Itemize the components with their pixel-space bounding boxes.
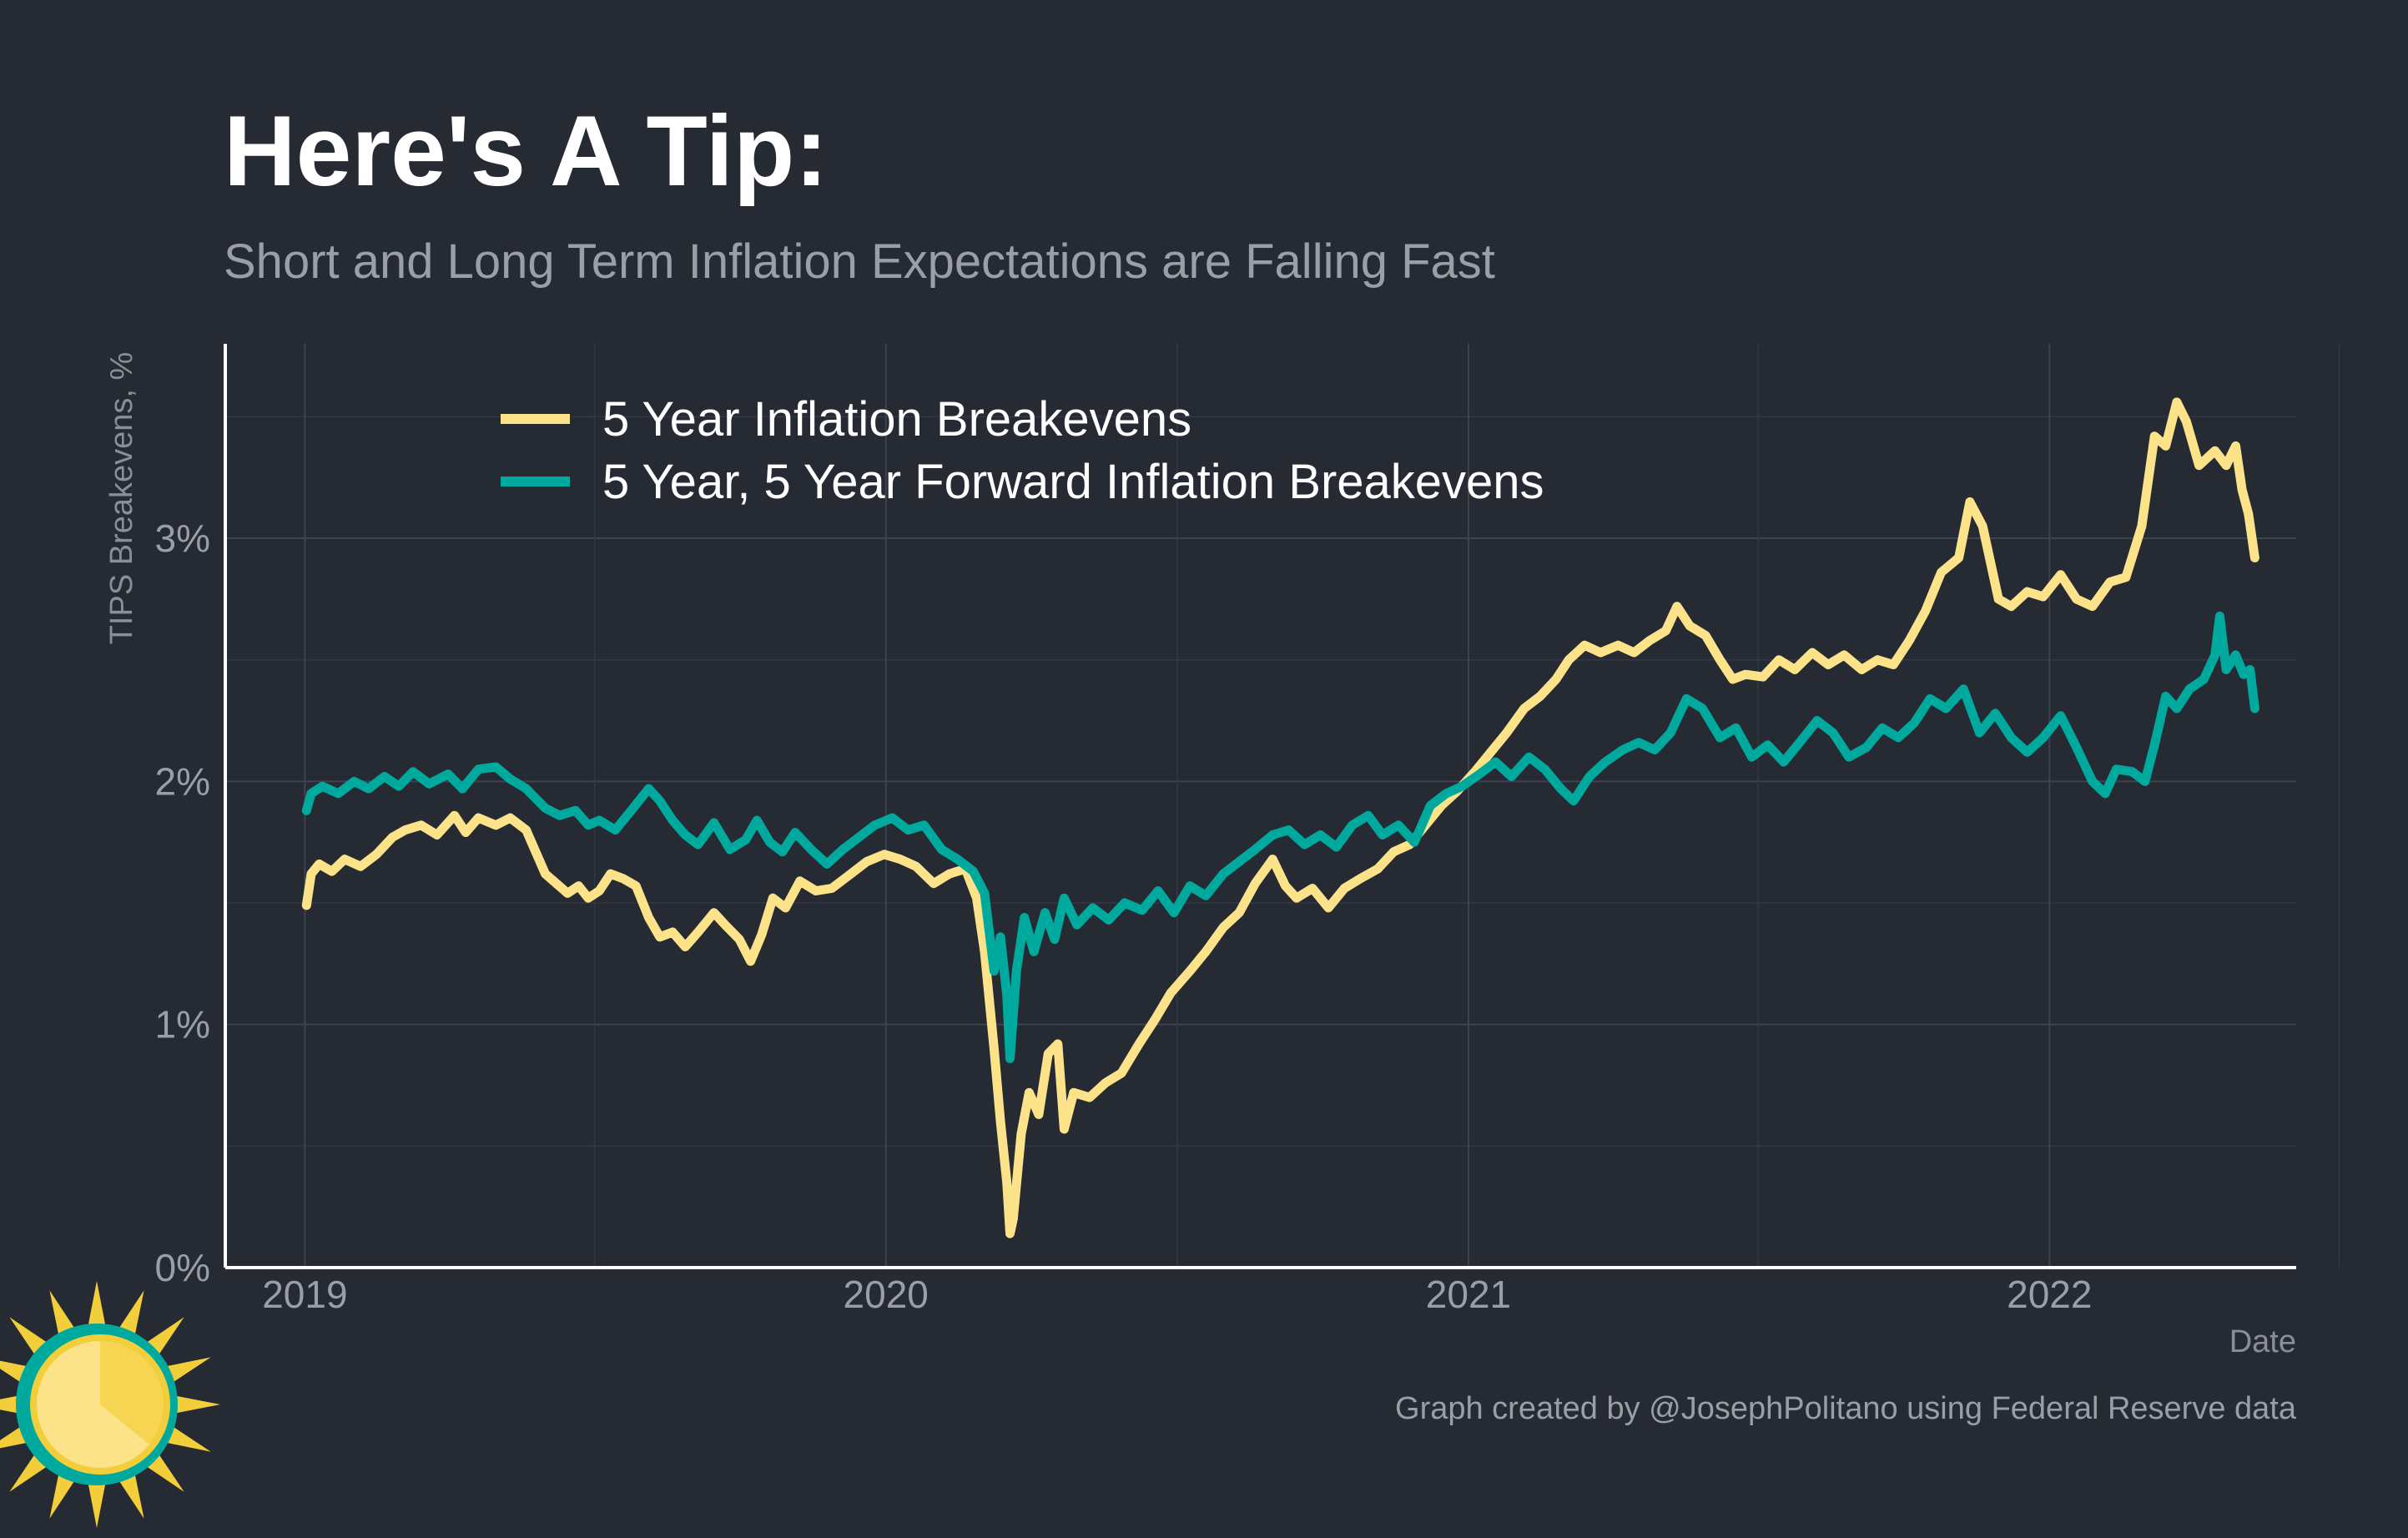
sun-ray [0, 1395, 21, 1414]
sun-ray [117, 1471, 144, 1519]
chart-caption: Graph created by @JosephPolitano using F… [1395, 1391, 2297, 1426]
x-axis-title: Date [2229, 1324, 2296, 1359]
sun-ray [117, 1290, 144, 1338]
sun-logo-icon [0, 1281, 220, 1528]
sun-ray [144, 1317, 184, 1358]
y-tick-label: 0% [155, 1246, 210, 1289]
y-tick-label: 3% [155, 517, 210, 560]
y-tick-label: 2% [155, 759, 210, 803]
x-tick-label: 2020 [844, 1273, 929, 1316]
sun-ray [9, 1451, 50, 1492]
y-axis-title: TIPS Breakevens, % [104, 352, 139, 645]
sun-ray [173, 1395, 220, 1414]
x-tick-label: 2021 [1426, 1273, 1511, 1316]
sun-ray [144, 1451, 184, 1492]
legend-label-5y5y: 5 Year, 5 Year Forward Inflation Breakev… [602, 455, 1544, 509]
legend: 5 Year Inflation Breakevens 5 Year, 5 Ye… [501, 392, 1544, 509]
sun-ray [164, 1425, 211, 1452]
chart-subtitle: Short and Long Term Inflation Expectatio… [224, 234, 1495, 289]
x-tick-labels: 2019 2020 2021 2022 [262, 1273, 2092, 1316]
chart-title: Here's A Tip: [224, 95, 828, 207]
x-tick-label: 2022 [2007, 1273, 2092, 1316]
y-tick-label: 1% [155, 1003, 210, 1046]
series-line-5y5y [301, 611, 2259, 1063]
y-tick-labels: 0% 1% 2% 3% [155, 517, 210, 1289]
sun-ray [88, 1480, 106, 1528]
sun-ray [49, 1290, 77, 1338]
sun-ray [164, 1357, 211, 1384]
sun-ray [49, 1471, 77, 1519]
series-line-5y [301, 397, 2259, 1238]
sun-ray [9, 1317, 50, 1358]
legend-label-5y: 5 Year Inflation Breakevens [602, 392, 1191, 446]
x-tick-label: 2019 [262, 1273, 347, 1316]
series-layer [301, 397, 2259, 1238]
grid-layer [225, 344, 2340, 1268]
sun-ray [88, 1281, 106, 1329]
